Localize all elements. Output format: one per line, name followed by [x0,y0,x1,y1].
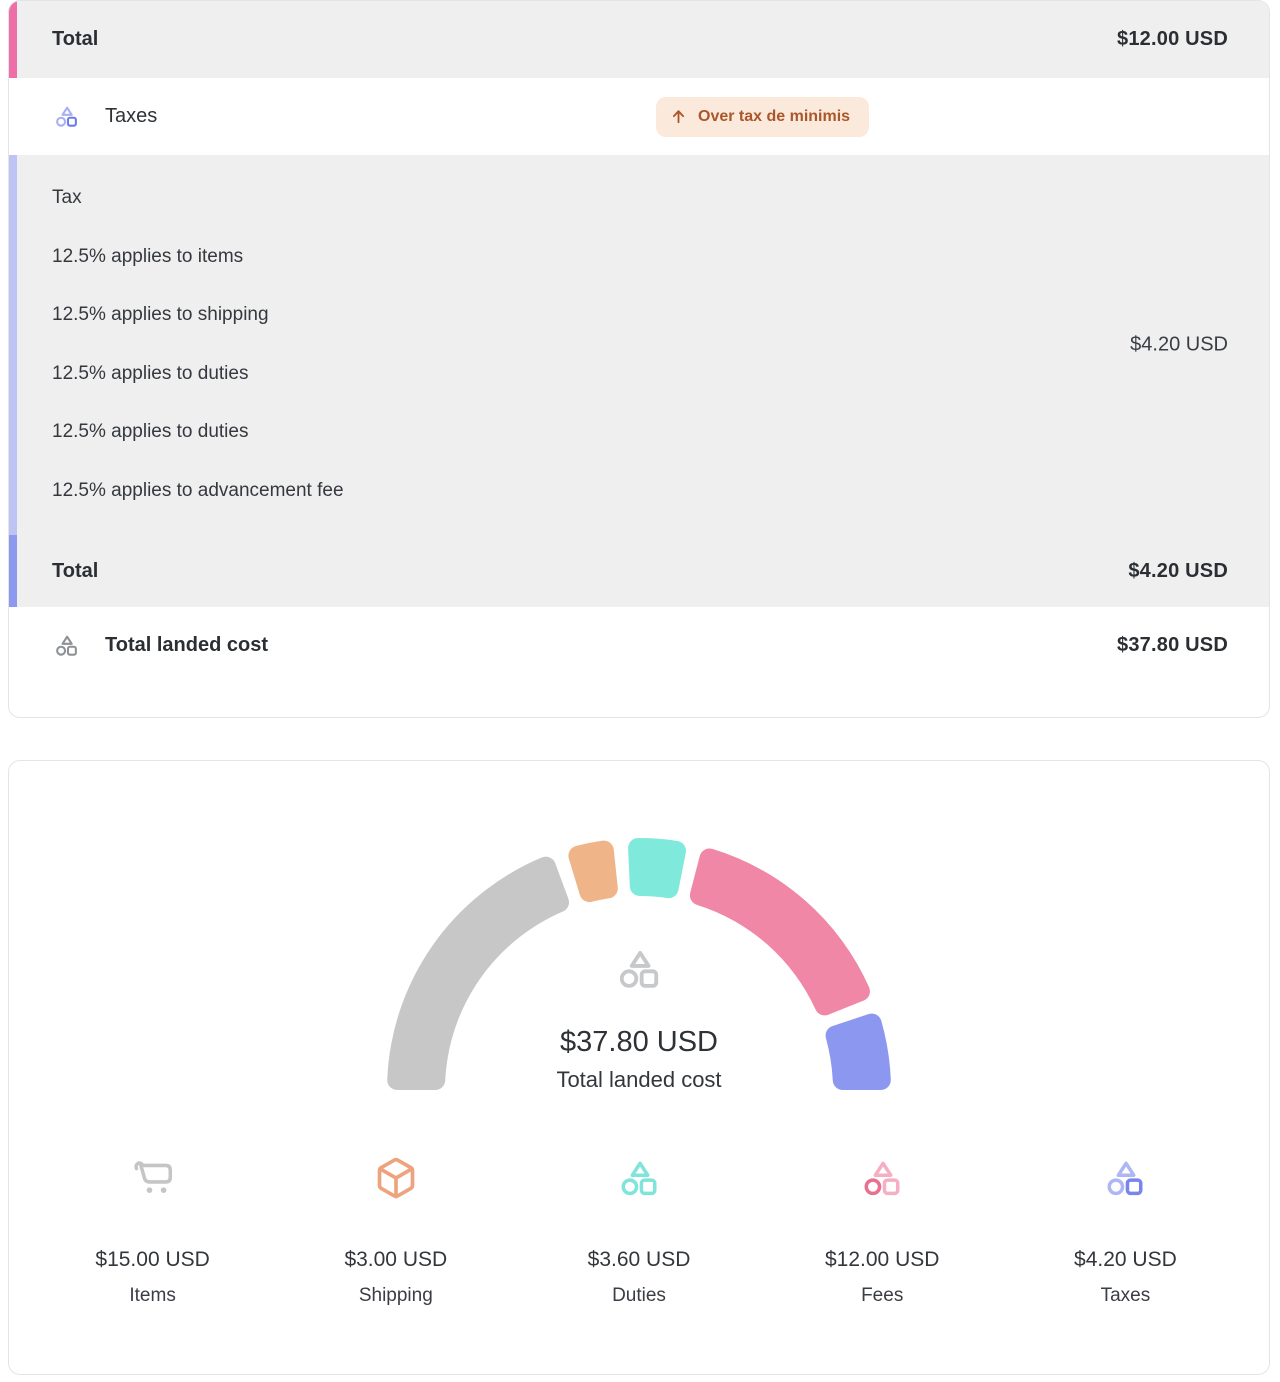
triangle-shape [61,106,73,116]
cost-stats-row: $15.00 USD Items $3.00 USD Shipping [9,1152,1269,1307]
stat-shipping: $3.00 USD Shipping [274,1152,517,1307]
triangle-shape [61,635,73,645]
tax-detail-line: 12.5% applies to items [52,245,244,267]
over-de-minimis-badge: Over tax de minimis [656,96,870,137]
landed-cost-value: $37.80 USD [1117,634,1228,656]
tax-total-row: Total $4.20 USD [9,535,1269,607]
tax-detail-line: 12.5% applies to duties [52,362,249,384]
fees-total-value: $12.00 USD [1117,28,1228,50]
zonos-shapes-icon [54,633,79,658]
zonos-shapes-icon [618,1152,660,1204]
stat-items: $15.00 USD Items [31,1152,274,1307]
tax-detail-line: 12.5% applies to advancement fee [52,479,344,501]
gauge-segment-items[interactable] [387,856,570,1091]
stat-value: $12.00 USD [825,1248,940,1271]
stat-value: $4.20 USD [1074,1248,1177,1271]
landed-cost-label: Total landed cost [105,634,268,656]
gauge-center: $37.80 USD Total landed cost [479,829,799,1093]
stat-label: Items [129,1285,176,1306]
zonos-shapes-icon [619,950,659,988]
landed-cost-gauge: $37.80 USD Total landed cost [379,829,899,1095]
triangle-shape [1117,1161,1136,1177]
triangle-shape [629,950,651,968]
stat-value: $15.00 USD [95,1248,210,1271]
square-shape [639,969,659,988]
square-shape [882,1178,900,1196]
fees-total-row: Total $12.00 USD [9,1,1269,78]
circle-shape [619,969,639,988]
square-shape [1126,1178,1143,1196]
gauge-center-label: Total landed cost [556,1067,722,1092]
cart-icon [131,1152,175,1204]
zonos-shapes-icon [861,1152,903,1204]
gauge-segment-fees[interactable] [689,848,870,1016]
badge-label: Over tax de minimis [698,107,851,125]
tax-details-amount: $4.20 USD [1130,333,1228,356]
circle-shape [621,1178,639,1196]
tax-total-label: Total [52,559,99,582]
stat-fees: $12.00 USD Fees [761,1152,1004,1307]
package-icon [374,1152,418,1204]
square-shape [639,1178,657,1196]
landed-cost-breakdown-card: Total $12.00 USD Taxes Over tax de minim… [8,0,1270,718]
zonos-shapes-icon [54,104,79,129]
zonos-shapes-icon [1104,1152,1146,1204]
taxes-label: Taxes [105,105,158,127]
circle-shape [56,116,67,127]
circle-shape [864,1178,882,1196]
gauge-segment-taxes[interactable] [825,1013,891,1091]
tax-details-section: Tax 12.5% applies to items 12.5% applies… [9,155,1269,535]
gauge-segment-duties[interactable] [628,837,686,899]
gauge-arc-svg [387,837,891,1091]
stat-label: Fees [861,1285,904,1306]
tax-detail-line: 12.5% applies to duties [52,421,249,443]
total-landed-cost-row: Total landed cost $37.80 USD [9,607,1269,684]
stat-value: $3.00 USD [344,1248,448,1271]
tax-total-value: $4.20 USD [1128,559,1228,582]
landed-cost-chart-card: $37.80 USD Total landed cost $15.00 USD … [8,760,1270,1375]
tax-detail-line: 12.5% applies to shipping [52,304,269,326]
gauge-segment-shipping[interactable] [568,840,618,903]
stat-duties: $3.60 USD Duties [517,1152,760,1307]
stat-label: Duties [612,1285,666,1306]
circle-shape [1107,1178,1125,1196]
taxes-section-header-row[interactable]: Taxes Over tax de minimis [9,78,1269,155]
stat-taxes: $4.20 USD Taxes [1004,1152,1247,1307]
arrow-up-icon [672,110,685,124]
stat-label: Shipping [358,1285,433,1306]
stat-value: $3.60 USD [587,1248,691,1271]
triangle-shape [873,1161,893,1177]
tax-details-heading: Tax [52,187,82,208]
square-shape [66,645,77,656]
circle-shape [56,645,67,656]
fees-total-label: Total [52,28,99,50]
square-shape [66,116,77,127]
stat-label: Taxes [1100,1285,1151,1306]
triangle-shape [630,1161,650,1177]
gauge-center-value: $37.80 USD [560,1026,718,1058]
